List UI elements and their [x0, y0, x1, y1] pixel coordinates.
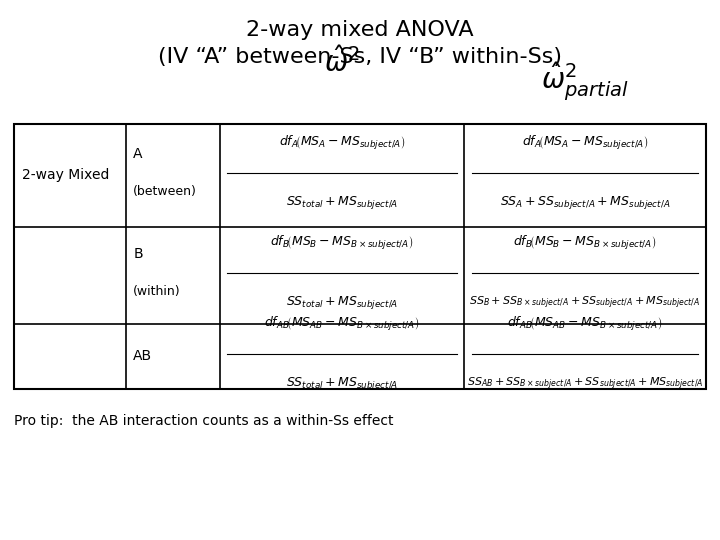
Text: (IV “A” between-Ss, IV “B” within-Ss): (IV “A” between-Ss, IV “B” within-Ss) — [158, 46, 562, 67]
Text: A: A — [133, 147, 143, 161]
Text: $df_A\!\left(MS_A - MS_{subject/A}\right)$: $df_A\!\left(MS_A - MS_{subject/A}\right… — [279, 134, 405, 152]
Text: $df_A\!\left(MS_A - MS_{subject/A}\right)$: $df_A\!\left(MS_A - MS_{subject/A}\right… — [522, 134, 648, 152]
Text: $df_{AB}\!\left(MS_{AB} - MS_{B\times subject/A}\right)$: $df_{AB}\!\left(MS_{AB} - MS_{B\times su… — [508, 315, 662, 333]
Text: $\hat{\omega}^2$: $\hat{\omega}^2$ — [324, 48, 360, 78]
Text: 2-way Mixed: 2-way Mixed — [22, 168, 109, 183]
Text: 2-way mixed ANOVA: 2-way mixed ANOVA — [246, 19, 474, 40]
Text: (between): (between) — [133, 185, 197, 198]
Text: B: B — [133, 247, 143, 261]
Text: $df_B\!\left(MS_B - MS_{B\times subject/A}\right)$: $df_B\!\left(MS_B - MS_{B\times subject/… — [271, 234, 413, 252]
Text: $df_{AB}\!\left(MS_{AB} - MS_{B\times subject/A}\right)$: $df_{AB}\!\left(MS_{AB} - MS_{B\times su… — [264, 315, 420, 333]
Text: (within): (within) — [133, 285, 181, 298]
Text: $df_B\!\left(MS_B - MS_{B\times subject/A}\right)$: $df_B\!\left(MS_B - MS_{B\times subject/… — [513, 234, 657, 252]
Text: $SS_{total} + MS_{subject/A}$: $SS_{total} + MS_{subject/A}$ — [286, 294, 398, 311]
Text: $SS_{total} + MS_{subject/A}$: $SS_{total} + MS_{subject/A}$ — [286, 194, 398, 211]
Text: $\hat{\omega}^2_{partial}$: $\hat{\omega}^2_{partial}$ — [541, 60, 629, 103]
FancyBboxPatch shape — [14, 124, 706, 389]
Text: Pro tip:  the AB interaction counts as a within-Ss effect: Pro tip: the AB interaction counts as a … — [14, 414, 394, 428]
Text: $SS_B + SS_{B\times subject/A} + SS_{subject/A} + MS_{subject/A}$: $SS_B + SS_{B\times subject/A} + SS_{sub… — [469, 294, 701, 310]
Text: $SS_{AB} + SS_{B\times subject/A} + SS_{subject/A} + MS_{subject/A}$: $SS_{AB} + SS_{B\times subject/A} + SS_{… — [467, 375, 703, 391]
Text: $SS_A + SS_{subject/A} + MS_{subject/A}$: $SS_A + SS_{subject/A} + MS_{subject/A}$ — [500, 194, 670, 211]
Text: AB: AB — [133, 349, 153, 363]
Text: $SS_{total} + MS_{subject/A}$: $SS_{total} + MS_{subject/A}$ — [286, 375, 398, 392]
